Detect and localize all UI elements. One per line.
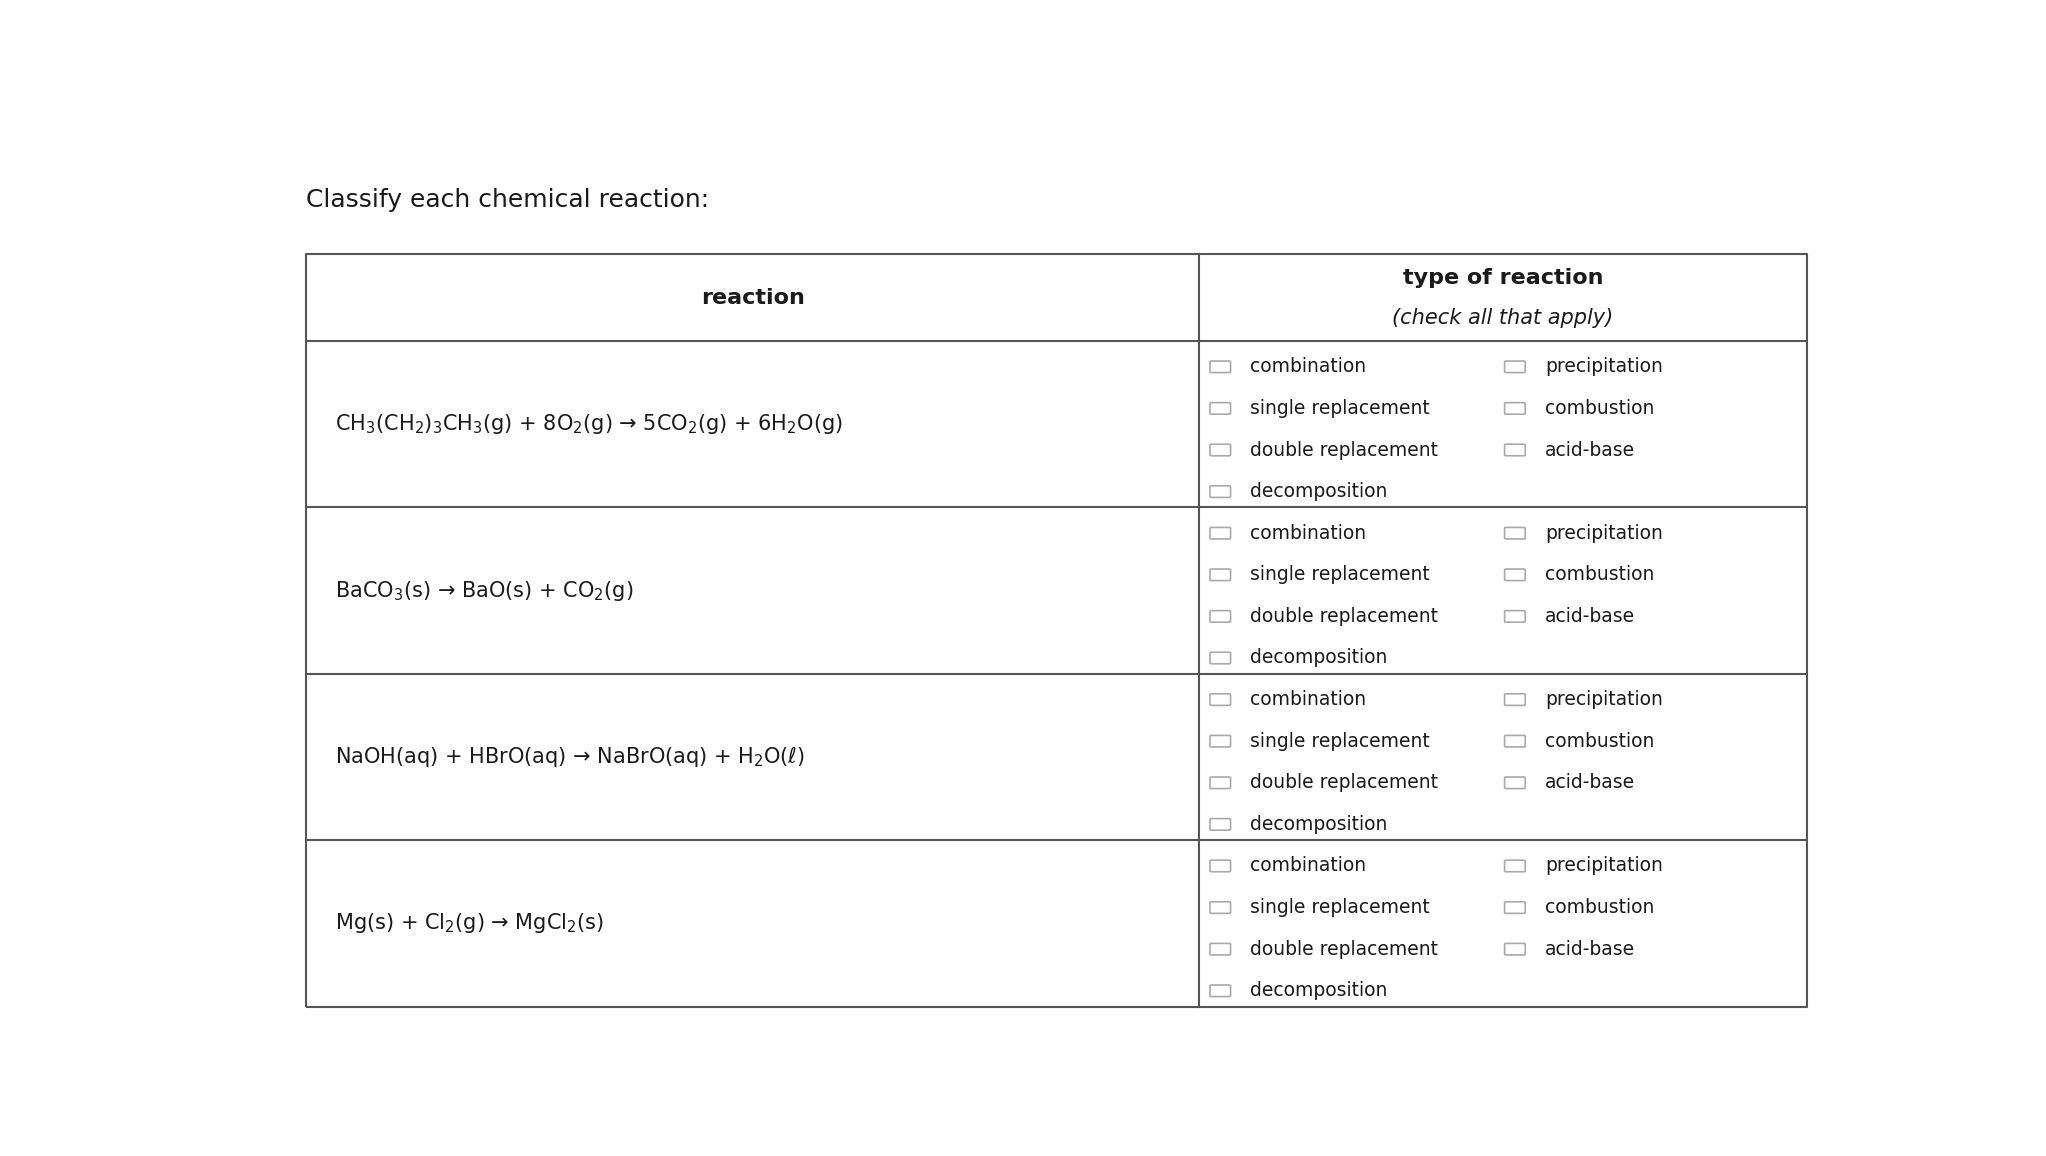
Text: precipitation: precipitation	[1545, 357, 1663, 377]
FancyBboxPatch shape	[1209, 777, 1230, 788]
FancyBboxPatch shape	[1209, 943, 1230, 955]
FancyBboxPatch shape	[1504, 943, 1524, 955]
Text: acid-base: acid-base	[1545, 773, 1635, 792]
Text: single replacement: single replacement	[1250, 565, 1430, 584]
Text: Mg(s) + Cl$_2$(g) → MgCl$_2$(s): Mg(s) + Cl$_2$(g) → MgCl$_2$(s)	[336, 911, 604, 935]
FancyBboxPatch shape	[1209, 985, 1230, 996]
FancyBboxPatch shape	[1209, 444, 1230, 455]
Text: decomposition: decomposition	[1250, 815, 1387, 833]
FancyBboxPatch shape	[1504, 361, 1524, 372]
Text: type of reaction: type of reaction	[1402, 268, 1602, 288]
Text: single replacement: single replacement	[1250, 732, 1430, 750]
FancyBboxPatch shape	[1209, 527, 1230, 539]
Text: combustion: combustion	[1545, 565, 1655, 584]
Text: Classify each chemical reaction:: Classify each chemical reaction:	[307, 187, 710, 212]
Text: combination: combination	[1250, 690, 1367, 709]
Text: double replacement: double replacement	[1250, 440, 1438, 459]
Text: reaction: reaction	[702, 288, 804, 307]
FancyBboxPatch shape	[1209, 486, 1230, 497]
FancyBboxPatch shape	[1209, 569, 1230, 580]
FancyBboxPatch shape	[1504, 902, 1524, 913]
Text: combustion: combustion	[1545, 898, 1655, 917]
FancyBboxPatch shape	[1504, 735, 1524, 747]
Text: decomposition: decomposition	[1250, 649, 1387, 667]
FancyBboxPatch shape	[1209, 652, 1230, 664]
FancyBboxPatch shape	[1504, 610, 1524, 622]
FancyBboxPatch shape	[1504, 777, 1524, 788]
Text: acid-base: acid-base	[1545, 940, 1635, 958]
FancyBboxPatch shape	[1209, 902, 1230, 913]
FancyBboxPatch shape	[1209, 610, 1230, 622]
Text: combination: combination	[1250, 524, 1367, 542]
Text: CH$_3$(CH$_2$)$_3$CH$_3$(g) + 8O$_2$(g) → 5CO$_2$(g) + 6H$_2$O(g): CH$_3$(CH$_2$)$_3$CH$_3$(g) + 8O$_2$(g) …	[336, 413, 843, 436]
FancyBboxPatch shape	[1504, 402, 1524, 414]
Text: acid-base: acid-base	[1545, 440, 1635, 459]
Text: combination: combination	[1250, 857, 1367, 875]
Text: combustion: combustion	[1545, 732, 1655, 750]
Text: single replacement: single replacement	[1250, 399, 1430, 418]
Text: double replacement: double replacement	[1250, 773, 1438, 792]
FancyBboxPatch shape	[1209, 860, 1230, 872]
Text: double replacement: double replacement	[1250, 940, 1438, 958]
FancyBboxPatch shape	[1209, 361, 1230, 372]
Text: double replacement: double replacement	[1250, 607, 1438, 625]
FancyBboxPatch shape	[1209, 818, 1230, 830]
FancyBboxPatch shape	[1504, 444, 1524, 455]
FancyBboxPatch shape	[1504, 860, 1524, 872]
FancyBboxPatch shape	[1504, 569, 1524, 580]
FancyBboxPatch shape	[1209, 402, 1230, 414]
Text: decomposition: decomposition	[1250, 482, 1387, 501]
Text: NaOH(aq) + HBrO(aq) → NaBrO(aq) + H$_2$O(ℓ): NaOH(aq) + HBrO(aq) → NaBrO(aq) + H$_2$O…	[336, 744, 804, 769]
Text: precipitation: precipitation	[1545, 690, 1663, 709]
Text: precipitation: precipitation	[1545, 857, 1663, 875]
Text: combination: combination	[1250, 357, 1367, 377]
Text: (check all that apply): (check all that apply)	[1391, 307, 1614, 327]
Text: combustion: combustion	[1545, 399, 1655, 418]
FancyBboxPatch shape	[1504, 694, 1524, 705]
Text: BaCO$_3$(s) → BaO(s) + CO$_2$(g): BaCO$_3$(s) → BaO(s) + CO$_2$(g)	[336, 579, 634, 602]
Text: precipitation: precipitation	[1545, 524, 1663, 542]
Text: decomposition: decomposition	[1250, 981, 1387, 1000]
Text: single replacement: single replacement	[1250, 898, 1430, 917]
Text: acid-base: acid-base	[1545, 607, 1635, 625]
FancyBboxPatch shape	[1504, 527, 1524, 539]
FancyBboxPatch shape	[1209, 694, 1230, 705]
FancyBboxPatch shape	[1209, 735, 1230, 747]
